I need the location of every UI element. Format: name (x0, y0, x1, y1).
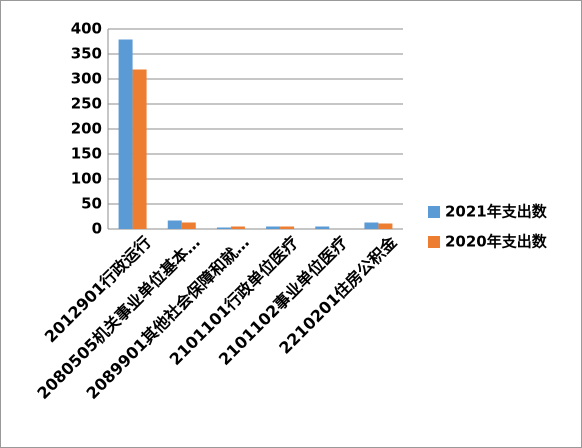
bar (378, 223, 393, 229)
legend-swatch (428, 236, 440, 248)
legend-label: 2020年支出数 (445, 233, 548, 251)
bar (132, 69, 147, 229)
y-tick-label: 50 (81, 195, 102, 213)
bar (315, 226, 330, 229)
y-tick-label: 100 (71, 170, 102, 188)
bar (280, 226, 295, 229)
bar (364, 222, 379, 229)
y-tick-label: 150 (71, 145, 102, 163)
legend-swatch (428, 206, 440, 218)
y-tick-label: 250 (71, 95, 102, 113)
y-tick-label: 400 (71, 20, 102, 38)
legend-label: 2021年支出数 (445, 203, 548, 221)
bar (230, 226, 245, 229)
bar (216, 227, 231, 229)
bar (266, 226, 281, 229)
y-tick-label: 300 (71, 70, 102, 88)
bar (167, 220, 182, 229)
y-tick-label: 0 (92, 220, 102, 238)
bar (181, 222, 196, 229)
bar (118, 39, 133, 229)
y-tick-label: 200 (71, 120, 102, 138)
y-tick-label: 350 (71, 45, 102, 63)
